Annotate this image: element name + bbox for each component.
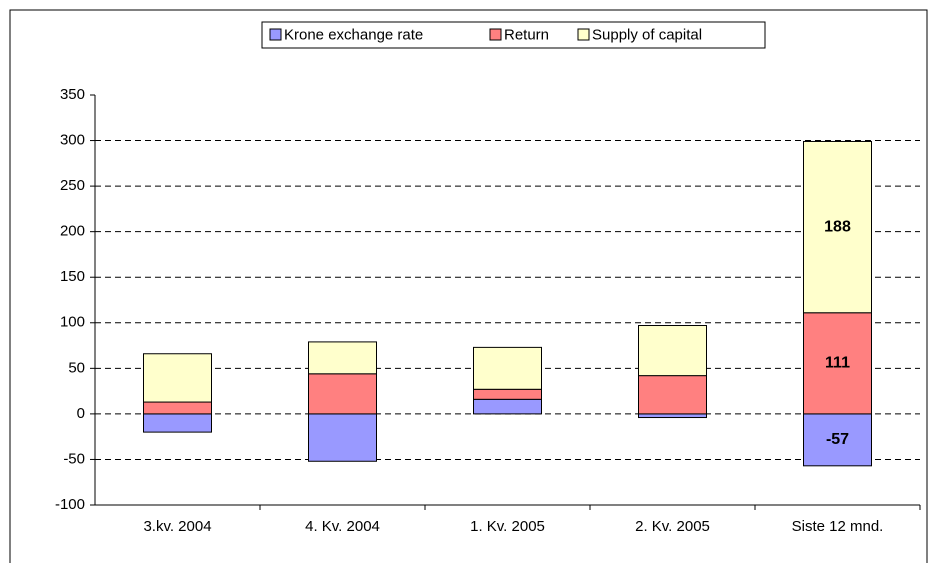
bar-segment — [473, 346, 542, 390]
y-tick-label: 50 — [68, 359, 85, 376]
legend-swatch — [489, 28, 502, 41]
bar-segment — [803, 140, 872, 314]
legend-box — [261, 21, 766, 49]
y-tick-label: 100 — [60, 314, 85, 331]
y-tick-label: 150 — [60, 268, 85, 285]
x-tick-label: Siste 12 mnd. — [792, 518, 884, 535]
legend-swatch — [577, 28, 590, 41]
x-tick-label: 4. Kv. 2004 — [305, 518, 380, 535]
bar-segment — [638, 375, 707, 415]
bar-segment — [638, 325, 707, 377]
bar-segment — [473, 398, 542, 415]
y-tick-label: 250 — [60, 177, 85, 194]
legend: Krone exchange rate Return Supply of capit… — [269, 26, 702, 43]
y-tick-label: 0 — [77, 405, 85, 422]
bar-segment — [308, 373, 377, 415]
x-tick-label: 2. Kv. 2005 — [635, 518, 710, 535]
y-tick-label: 300 — [60, 132, 85, 149]
bar-segment — [803, 312, 872, 415]
y-tick-label: -50 — [63, 450, 85, 467]
bar-segment — [638, 413, 707, 419]
bar-segment — [308, 413, 377, 462]
bar-segment — [143, 353, 212, 403]
bar-segment — [143, 413, 212, 433]
x-tick-label: 1. Kv. 2005 — [470, 518, 545, 535]
y-tick-label: 200 — [60, 223, 85, 240]
data-label: -57 — [826, 431, 849, 448]
bar-segment — [143, 401, 212, 415]
data-label: 111 — [825, 355, 850, 372]
legend-label: Return — [504, 26, 549, 43]
chart-border — [9, 9, 928, 568]
legend-label: Krone exchange rate — [284, 26, 423, 43]
bar-segment — [308, 341, 377, 375]
y-tick-label: 350 — [60, 86, 85, 103]
x-tick-label: 3.kv. 2004 — [143, 518, 211, 535]
data-label: 188 — [824, 218, 851, 235]
legend-label: Supply of capital — [592, 26, 702, 43]
bar-segment — [473, 388, 542, 400]
y-tick-label: -100 — [55, 496, 85, 513]
legend-swatch — [269, 28, 282, 41]
